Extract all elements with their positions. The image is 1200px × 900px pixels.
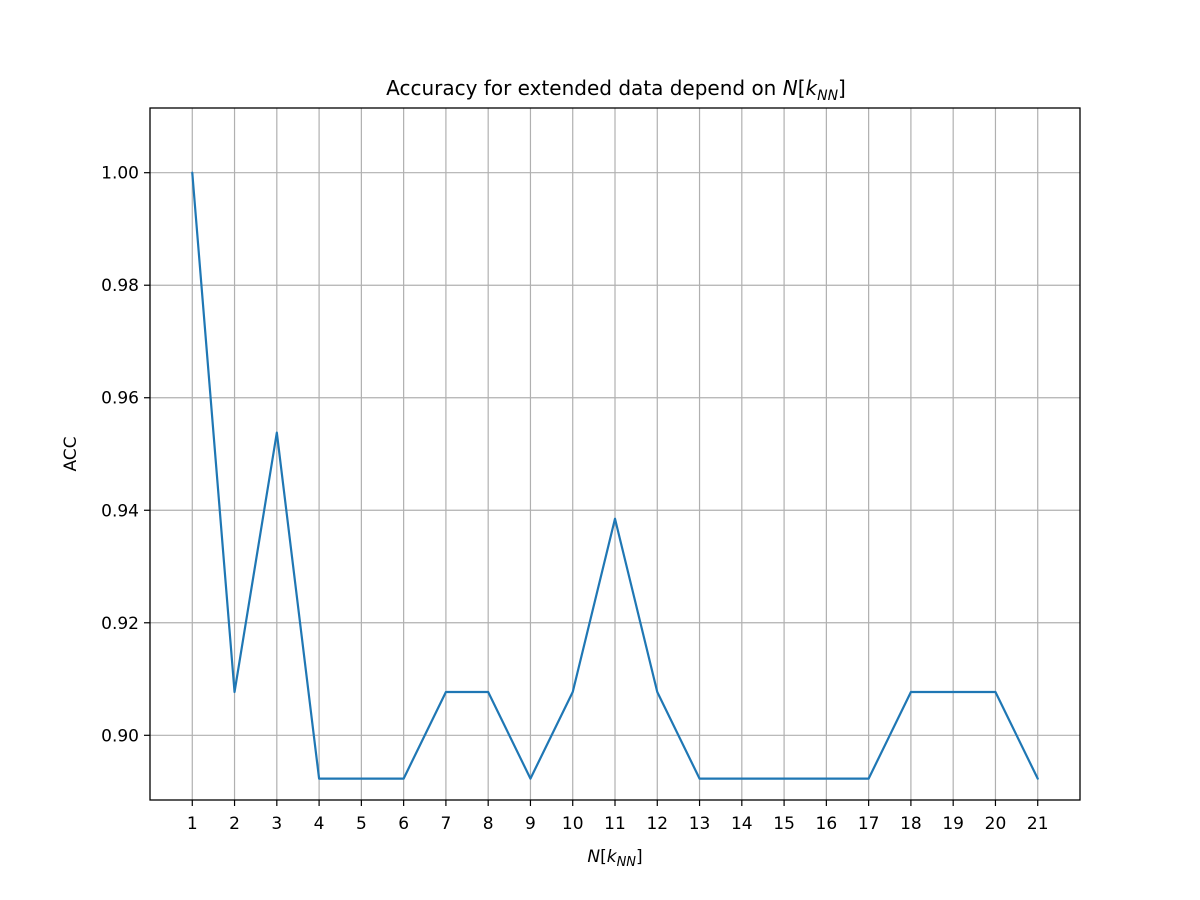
title-math-base: N xyxy=(783,76,798,100)
x-axis-label: N[kNN] xyxy=(587,847,642,870)
x-tick-label: 19 xyxy=(942,814,964,834)
title-math-open: [ xyxy=(798,76,806,100)
x-tick-label: 20 xyxy=(985,814,1007,834)
x-tick-label: 13 xyxy=(689,814,711,834)
x-tick-label: 4 xyxy=(314,814,325,834)
x-tick-label: 5 xyxy=(356,814,367,834)
x-tick-label: 16 xyxy=(816,814,838,834)
title-math-var: k xyxy=(806,76,819,100)
y-tick-label: 1.00 xyxy=(101,164,139,184)
series-layer xyxy=(191,171,1039,780)
y-axis-label: ACC xyxy=(61,436,81,471)
x-tick-label: 9 xyxy=(525,814,536,834)
y-tick-label: 0.98 xyxy=(101,276,139,296)
xlabel-math-close: ] xyxy=(636,847,643,867)
x-tick-label: 18 xyxy=(900,814,922,834)
title-math-close: ] xyxy=(838,76,846,100)
x-tick-label: 15 xyxy=(773,814,795,834)
y-tick-label: 0.96 xyxy=(101,389,139,409)
x-tick-label: 1 xyxy=(187,814,198,834)
series-line xyxy=(191,171,1039,780)
title-prefix: Accuracy for extended data depend on xyxy=(386,76,783,100)
x-tick-label: 8 xyxy=(483,814,494,834)
x-tick-label: 11 xyxy=(604,814,626,834)
title-math-sub: NN xyxy=(817,88,838,104)
x-tick-label: 21 xyxy=(1027,814,1049,834)
y-tick-label: 0.92 xyxy=(101,614,139,634)
x-tick-label: 2 xyxy=(229,814,240,834)
xlabel-math-base: N xyxy=(587,847,600,867)
grid xyxy=(150,108,1080,800)
x-tick-label: 17 xyxy=(858,814,880,834)
y-tick-label: 0.94 xyxy=(101,501,139,521)
x-tick-label: 14 xyxy=(731,814,753,834)
xlabel-math-open: [ xyxy=(600,847,607,867)
xlabel-math-var: k xyxy=(607,847,618,867)
x-tick-label: 12 xyxy=(646,814,668,834)
x-axis-ticks: 1 2 3 4 5 6 7 8 9 10 11 12 13 14 15 16 17 18 19 20 21 xyxy=(187,800,1049,834)
y-tick-label: 0.90 xyxy=(101,726,139,746)
x-tick-label: 10 xyxy=(562,814,584,834)
y-axis-ticks: 0.90 0.92 0.94 0.96 0.98 1.00 xyxy=(101,164,150,746)
x-tick-label: 6 xyxy=(398,814,409,834)
chart-title: Accuracy for extended data depend on N[k… xyxy=(386,76,846,104)
x-tick-label: 7 xyxy=(440,814,451,834)
xlabel-math-sub: NN xyxy=(617,855,637,870)
x-tick-label: 3 xyxy=(271,814,282,834)
